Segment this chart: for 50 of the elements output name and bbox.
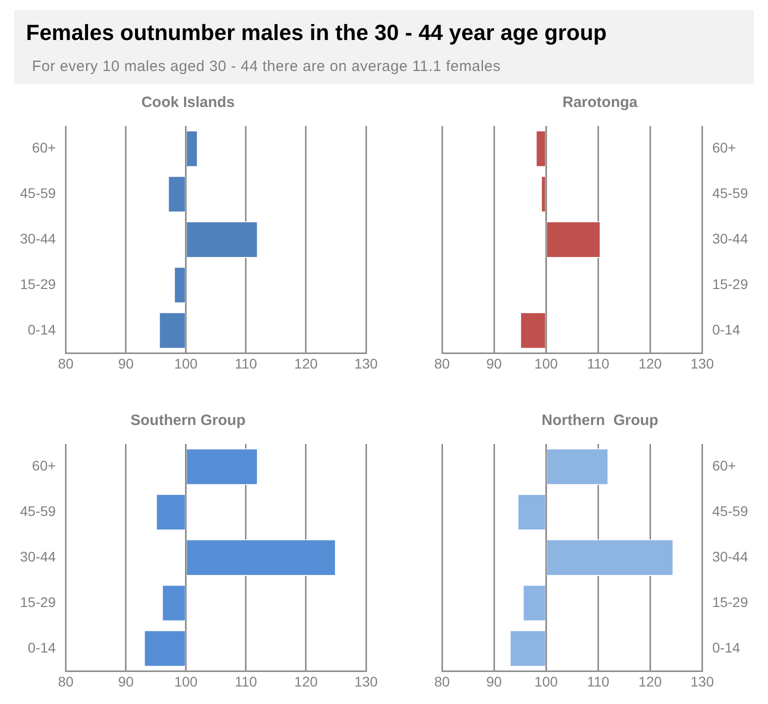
y-tick-label: 15-29 [20,594,56,610]
x-tick-label: 90 [486,355,502,372]
y-tick-label: 15-29 [712,594,748,610]
text: For every 10 males aged 30 - 44 there are on average 11.1 females [31,57,502,75]
chart-title: Southern Group [130,412,246,430]
y-tick-label: 30-44 [20,548,56,564]
x-tick-label: 130 [354,355,378,372]
x-tick-label: 110 [234,673,258,690]
x-tick-label: 100 [534,673,558,690]
x-tick-label: 80 [434,673,450,690]
y-tick-label: 0-14 [28,639,56,656]
y-tick-label: 45-59 [20,185,56,202]
x-tick-label: 100 [174,673,198,690]
x-tick-label: 130 [690,355,714,372]
y-tick-label: 45-59 [20,503,56,520]
x-tick-label: 110 [234,355,258,372]
chart-title: Cook Islands [141,94,235,112]
text: Females outnumber males in the 30 - 44 year age group [25,19,608,46]
y-tick-label: 0-14 [712,639,740,656]
x-tick-label: 110 [586,673,610,690]
x-tick-label: 90 [118,355,134,372]
y-tick-label: 45-59 [712,503,748,520]
x-tick-label: 120 [294,355,318,372]
y-tick-label: 60+ [712,458,736,474]
x-tick-label: 130 [690,673,714,690]
x-tick-label: 130 [354,673,378,690]
x-tick-label: 80 [58,673,74,690]
chart-title: Northern Group [542,412,658,430]
x-tick-label: 80 [434,355,450,372]
x-tick-label: 110 [586,355,610,372]
x-tick-label: 120 [638,355,662,372]
x-tick-label: 100 [534,355,558,372]
x-tick-label: 120 [638,673,662,690]
y-tick-label: 45-59 [712,185,748,202]
y-tick-label: 0-14 [28,321,56,338]
y-tick-label: 30-44 [712,548,748,564]
x-tick-label: 90 [486,673,502,690]
x-tick-label: 100 [174,355,198,372]
y-tick-label: 15-29 [712,276,748,292]
chart-title: Rarotonga [562,94,638,112]
y-tick-label: 60+ [712,140,736,156]
y-tick-label: 0-14 [712,321,740,338]
x-tick-label: 120 [294,673,318,690]
y-tick-label: 30-44 [20,230,56,246]
x-tick-label: 80 [58,355,74,372]
y-tick-label: 60+ [32,458,56,474]
y-tick-label: 60+ [32,140,56,156]
x-tick-label: 90 [118,673,134,690]
y-tick-label: 30-44 [712,230,748,246]
y-tick-label: 15-29 [20,276,56,292]
